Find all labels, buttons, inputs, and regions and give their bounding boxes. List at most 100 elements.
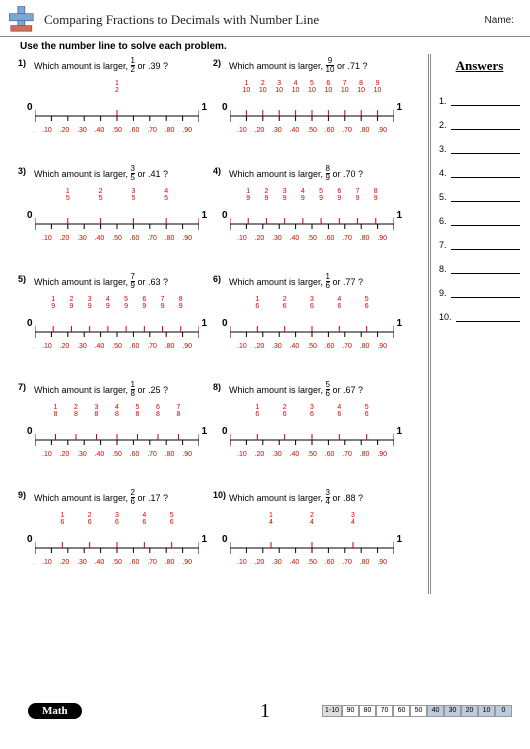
answer-blank[interactable] [451, 263, 520, 274]
question-text: Which amount is larger, 35 or .41 ? [34, 166, 168, 183]
line-axis [230, 548, 394, 549]
question-text: Which amount is larger, 56 or .67 ? [229, 382, 363, 399]
endpoint-zero: 0 [222, 426, 228, 437]
answer-number: 4. [439, 168, 447, 178]
endpoint-zero: 0 [27, 426, 33, 437]
page-number: 1 [260, 700, 270, 723]
endpoint-one: 1 [201, 102, 207, 113]
problem-number: 9) [18, 490, 26, 500]
score-label: 1-10 [322, 705, 342, 717]
answer-number: 9. [439, 288, 447, 298]
answer-blank[interactable] [451, 239, 520, 250]
score-cell: 40 [427, 705, 444, 717]
answer-blank[interactable] [451, 119, 520, 130]
problem: 10)Which amount is larger, 34 or .88 ?01… [213, 486, 408, 594]
decimal-labels: .10.20.30.40.50.60.70.80.90 [42, 343, 192, 350]
decimal-labels: .10.20.30.40.50.60.70.80.90 [237, 127, 387, 134]
line-axis [230, 332, 394, 333]
endpoint-zero: 0 [27, 210, 33, 221]
score-cell: 0 [495, 705, 512, 717]
endpoint-one: 1 [396, 102, 402, 113]
decimal-labels: .10.20.30.40.50.60.70.80.90 [42, 559, 192, 566]
fraction-labels: 142434 [265, 512, 359, 526]
problem-number: 8) [213, 382, 221, 392]
fraction-labels: 18283848586878 [50, 404, 185, 418]
problem: 4) Which amount is larger, 89 or .70 ? 0 1 1… [213, 162, 408, 270]
answer-line: 10. [439, 298, 520, 322]
answer-blank[interactable] [451, 287, 520, 298]
endpoint-zero: 0 [27, 102, 33, 113]
answer-blank[interactable] [451, 191, 520, 202]
endpoint-one: 1 [396, 318, 402, 329]
answer-line: 9. [439, 274, 520, 298]
problem: 8) Which amount is larger, 56 or .67 ? 0 1 1… [213, 378, 408, 486]
decimal-labels: .10.20.30.40.50.60.70.80.90 [237, 235, 387, 242]
plus-minus-icon [8, 6, 36, 34]
score-cell: 60 [393, 705, 410, 717]
endpoint-one: 1 [201, 210, 207, 221]
fraction-labels: 12 [111, 80, 123, 94]
answer-blank[interactable] [451, 143, 520, 154]
question-text: Which amount is larger, 12 or .39 ? [34, 58, 168, 75]
answer-blank[interactable] [451, 215, 520, 226]
answer-number: 1. [439, 96, 447, 106]
content-area: 1)Which amount is larger, 12 or .39 ?011… [0, 54, 530, 594]
endpoint-one: 1 [201, 318, 207, 329]
line-axis [35, 224, 199, 225]
problem: 7)Which amount is larger, 18 or .25 ?011… [18, 378, 213, 486]
problem-number: 4) [213, 166, 221, 176]
question-text: Which amount is larger, 79 or .63 ? [34, 274, 168, 291]
problem: 9)Which amount is larger, 26 or .17 ?011… [18, 486, 213, 594]
name-label: Name: [485, 15, 514, 26]
score-cell: 30 [444, 705, 461, 717]
problem: 1) Which amount is larger, 12 or .39 ? 0 1 1… [18, 54, 213, 162]
endpoint-zero: 0 [222, 210, 228, 221]
score-cell: 20 [461, 705, 478, 717]
line-axis [230, 116, 394, 117]
endpoint-one: 1 [201, 534, 207, 545]
answer-line: 5. [439, 178, 520, 202]
answer-line: 6. [439, 202, 520, 226]
answers-title: Answers [439, 54, 520, 82]
fraction-labels: 1929394959697989 [47, 296, 187, 310]
problem-number: 1) [18, 58, 26, 68]
answer-blank[interactable] [451, 95, 520, 106]
page-title: Comparing Fractions to Decimals with Num… [44, 12, 477, 28]
decimal-labels: .10.20.30.40.50.60.70.80.90 [237, 451, 387, 458]
problem-number: 5) [18, 274, 26, 284]
instructions-text: Use the number line to solve each proble… [0, 37, 530, 54]
answer-blank[interactable] [451, 167, 520, 178]
line-axis [35, 332, 199, 333]
problem: 2)Which amount is larger, 910 or .71 ?01… [213, 54, 408, 162]
worksheet-page: Comparing Fractions to Decimals with Num… [0, 0, 530, 749]
fraction-labels: 15253545 [62, 188, 172, 202]
endpoint-zero: 0 [222, 318, 228, 329]
answer-line: 4. [439, 154, 520, 178]
problem: 6)Which amount is larger, 16 or .77 ?011… [213, 270, 408, 378]
answer-line: 8. [439, 250, 520, 274]
problem-number: 6) [213, 274, 221, 284]
decimal-labels: .10.20.30.40.50.60.70.80.90 [42, 235, 192, 242]
endpoint-one: 1 [396, 426, 402, 437]
endpoint-one: 1 [396, 210, 402, 221]
endpoint-zero: 0 [27, 534, 33, 545]
decimal-labels: .10.20.30.40.50.60.70.80.90 [237, 559, 387, 566]
line-axis [230, 440, 394, 441]
decimal-labels: .10.20.30.40.50.60.70.80.90 [237, 343, 387, 350]
decimal-labels: .10.20.30.40.50.60.70.80.90 [42, 127, 192, 134]
problem-number: 3) [18, 166, 26, 176]
answer-blank[interactable] [456, 311, 520, 322]
score-cell: 50 [410, 705, 427, 717]
answer-line: 7. [439, 226, 520, 250]
fraction-labels: 1929394959697989 [242, 188, 382, 202]
answer-number: 2. [439, 120, 447, 130]
fraction-labels: 1626364656 [251, 404, 372, 418]
answer-number: 10. [439, 312, 452, 322]
answers-panel: Answers 1.2.3.4.5.6.7.8.9.10. [428, 54, 528, 594]
question-text: Which amount is larger, 89 or .70 ? [229, 166, 363, 183]
score-grid: 1-109080706050403020100 [322, 705, 512, 717]
endpoint-zero: 0 [222, 102, 228, 113]
header: Comparing Fractions to Decimals with Num… [0, 0, 530, 37]
answer-number: 6. [439, 216, 447, 226]
math-badge: Math [28, 703, 82, 719]
